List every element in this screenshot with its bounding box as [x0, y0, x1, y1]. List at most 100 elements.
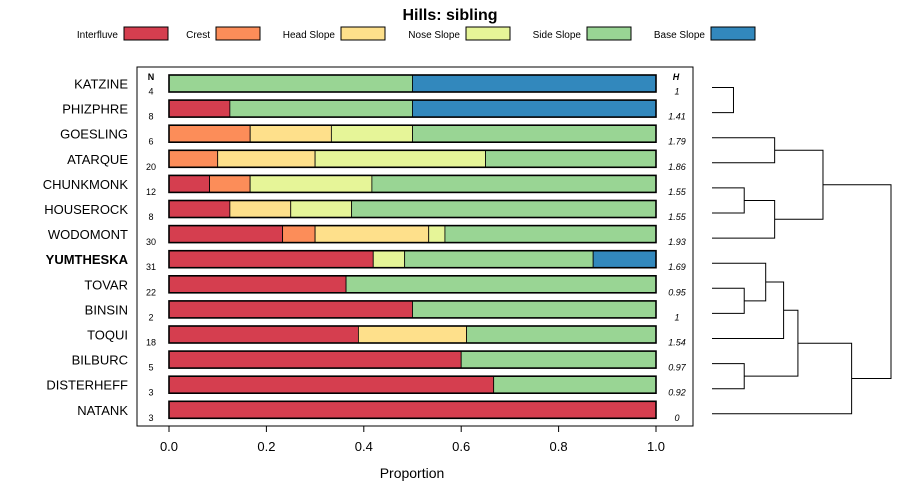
row-n-10: 18	[146, 338, 156, 348]
legend-swatch-4	[586, 26, 632, 41]
legend: Interfluve Crest Head Slope Nose Slope Side …	[77, 26, 756, 41]
dendrogram-link-1	[712, 87, 734, 114]
n-header: N	[148, 72, 155, 82]
bar-outline-4	[168, 174, 657, 194]
legend-swatch-0	[123, 26, 169, 41]
legend-swatch-1	[215, 26, 261, 41]
row-h-4: 1.55	[668, 187, 687, 197]
bar-segment-13-0	[168, 400, 657, 419]
dendrogram-link-12	[822, 184, 892, 380]
plot-frame	[136, 66, 694, 427]
row-h-10: 1.54	[668, 338, 686, 348]
row-h-3: 1.86	[668, 162, 686, 172]
row-label-1: PHIZPHRE	[62, 102, 128, 117]
row-label-7: YUMTHESKA	[46, 252, 129, 267]
bar-outline-12	[168, 375, 657, 395]
bar-outline-13	[168, 400, 657, 420]
dendrogram-link-7	[712, 262, 767, 302]
row-n-11: 5	[148, 363, 153, 373]
row-h-9: 1	[674, 312, 679, 322]
x-tick-label-3: 0.6	[452, 439, 470, 454]
x-tick-label-0: 0.0	[160, 439, 178, 454]
row-h-1: 1.41	[668, 112, 686, 122]
row-label-4: CHUNKMONK	[43, 177, 129, 192]
bar-segment-0-5	[412, 74, 657, 93]
row-n-1: 8	[148, 112, 153, 122]
x-tick-label-4: 0.8	[550, 439, 568, 454]
bar-segment-6-3	[428, 225, 446, 244]
row-label-6: WODOMONT	[48, 227, 128, 242]
legend-label-2: Head Slope	[283, 30, 336, 41]
bar-segment-6-1	[282, 225, 316, 244]
bar-segment-4-0	[168, 174, 210, 193]
dendrogram-link-5	[774, 149, 824, 220]
row-n-12: 3	[148, 388, 153, 398]
bar-segment-5-3	[290, 200, 353, 218]
row-n-2: 6	[148, 137, 153, 147]
row-label-5: HOUSEROCK	[44, 202, 128, 217]
row-h-0: 1	[674, 87, 679, 97]
row-label-8: TOVAR	[84, 277, 128, 292]
bar-segment-2-3	[330, 124, 413, 143]
bar-segment-3-4	[485, 149, 657, 168]
x-axis-label: Proportion	[380, 465, 445, 481]
h-header: H	[673, 72, 680, 82]
row-h-7: 1.69	[668, 262, 686, 272]
bar-segment-6-2	[314, 225, 430, 244]
row-h-5: 1.55	[668, 212, 687, 222]
bar-segment-3-1	[168, 149, 219, 168]
bar-outline-8	[168, 274, 657, 294]
bar-segment-5-2	[229, 200, 292, 218]
bar-segment-11-4	[460, 350, 657, 369]
dendrogram-link-9	[712, 363, 745, 390]
bar-outline-7	[168, 249, 657, 269]
bar-outline-9	[168, 300, 657, 319]
bar-segment-8-0	[168, 275, 347, 294]
bar-outline-3	[168, 149, 657, 169]
bar-segment-3-3	[314, 149, 486, 168]
bar-segment-9-0	[168, 300, 413, 319]
bar-outline-5	[168, 199, 657, 219]
row-h-2: 1.79	[668, 137, 686, 147]
dendrogram-link-2	[712, 137, 776, 164]
legend-swatch-5	[710, 26, 756, 41]
bar-outline-0	[168, 74, 657, 93]
bar-segment-7-3	[372, 250, 406, 269]
bar-segment-0-4	[168, 74, 413, 93]
row-label-13: NATANK	[77, 403, 128, 418]
bar-rows: KATZINE 4 1 PHIZPHRE 8 1.41 GOESLING 6 1.79 ATARQ…	[43, 74, 687, 423]
row-h-11: 0.97	[668, 363, 687, 373]
row-label-11: BILBURC	[72, 353, 128, 368]
x-axis: 0.0 0.2 0.4 0.6 0.8 1.0	[160, 426, 665, 454]
dendrogram	[712, 87, 892, 415]
bar-segment-8-4	[345, 275, 657, 294]
bar-segment-10-4	[466, 325, 657, 344]
bar-segment-12-0	[168, 375, 495, 394]
x-tick-label-1: 0.2	[257, 439, 275, 454]
row-n-4: 12	[146, 187, 156, 197]
bar-segment-4-4	[371, 174, 657, 193]
row-n-5: 8	[148, 212, 153, 222]
row-label-9: BINSIN	[85, 302, 128, 317]
bar-segment-11-0	[168, 350, 462, 369]
bar-segment-7-4	[404, 250, 594, 269]
bar-segment-2-1	[168, 124, 251, 143]
chart-title: Hills: sibling	[402, 7, 497, 24]
row-label-10: TOQUI	[87, 328, 128, 343]
bar-segment-6-0	[168, 225, 284, 244]
row-h-6: 1.93	[668, 237, 686, 247]
bar-outline-1	[168, 99, 657, 118]
legend-label-3: Nose Slope	[408, 30, 460, 41]
x-tick-label-2: 0.4	[355, 439, 373, 454]
row-label-2: GOESLING	[60, 127, 128, 142]
bar-segment-10-2	[357, 325, 468, 344]
dendrogram-link-6	[712, 287, 745, 314]
bar-segment-1-0	[168, 99, 231, 118]
bar-segment-5-4	[351, 200, 657, 218]
bar-outline-6	[168, 224, 657, 244]
dendrogram-link-4	[712, 199, 776, 239]
bar-segment-1-5	[412, 99, 657, 118]
row-h-13: 0	[674, 413, 679, 423]
legend-label-0: Interfluve	[77, 30, 119, 41]
